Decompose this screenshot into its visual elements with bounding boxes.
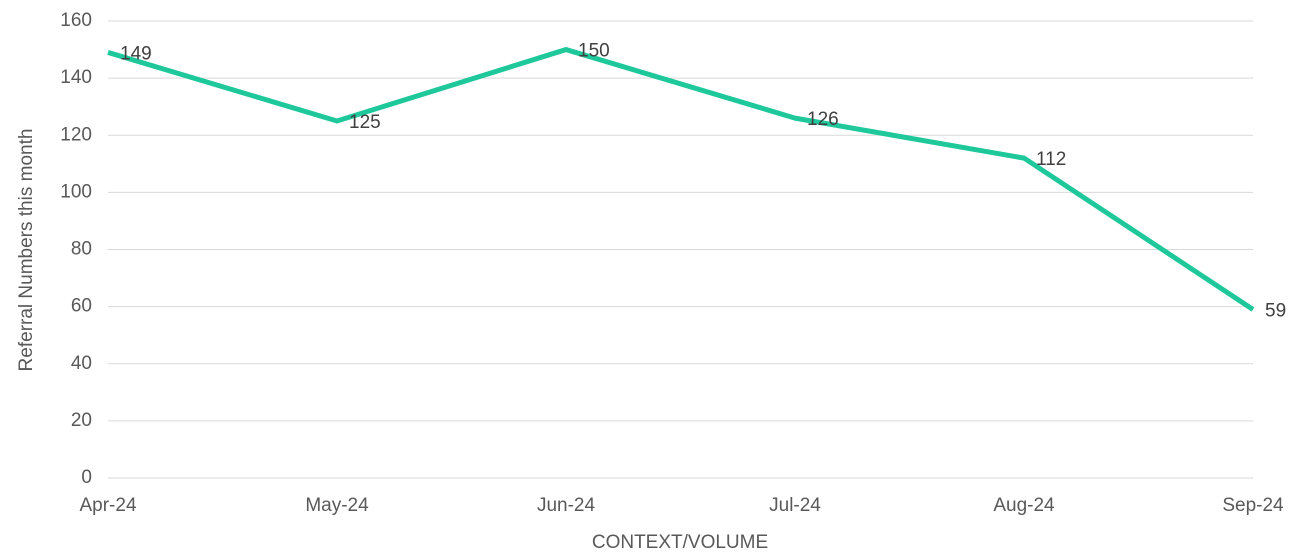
line <box>107 47 1255 312</box>
x-tick-label: Sep-24 <box>1222 495 1284 516</box>
data-label: 112 <box>1036 149 1066 170</box>
x-axis-label: CONTEXT/VOLUME <box>592 532 768 553</box>
x-tick-label: Jun-24 <box>537 495 596 516</box>
data-label: 149 <box>120 43 152 64</box>
x-tick-label: Aug-24 <box>993 495 1055 516</box>
y-tick-label: 100 <box>60 181 92 202</box>
y-tick-label: 80 <box>71 239 92 260</box>
y-tick-label: 140 <box>60 67 92 88</box>
y-tick-label: 40 <box>71 353 92 374</box>
y-tick-label: 20 <box>71 410 92 431</box>
x-tick-label: Apr-24 <box>79 495 136 516</box>
data-label: 59 <box>1265 300 1286 321</box>
y-tick-label: 160 <box>60 10 92 31</box>
data-label: 150 <box>578 41 610 62</box>
y-axis-label: Referral Numbers this month <box>16 129 37 372</box>
data-label: 125 <box>349 112 381 133</box>
y-tick-label: 0 <box>81 467 92 488</box>
y-tick-label: 60 <box>71 296 92 317</box>
data-label: 126 <box>807 109 839 130</box>
y-tick-label: 120 <box>60 124 92 145</box>
x-tick-label: Jul-24 <box>769 495 821 516</box>
x-tick-label: May-24 <box>305 495 369 516</box>
